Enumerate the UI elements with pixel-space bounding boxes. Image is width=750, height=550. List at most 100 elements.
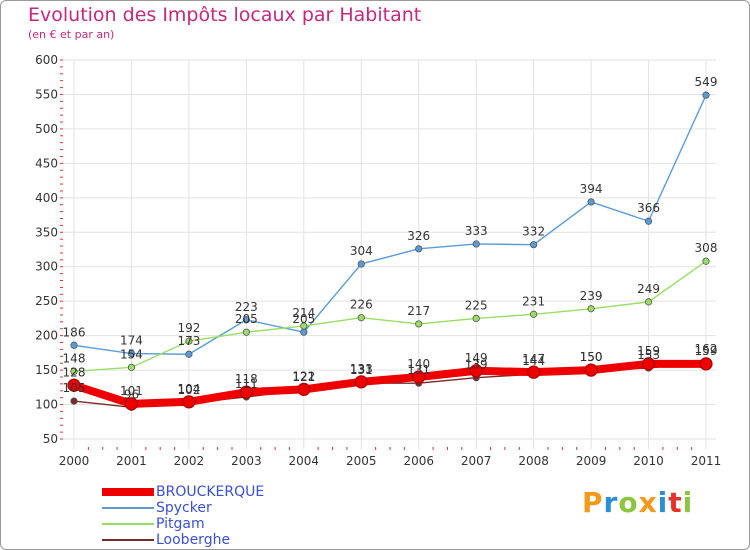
data-point-pitgam bbox=[185, 337, 193, 345]
x-tick-label: 2001 bbox=[116, 454, 147, 468]
data-label-brouckerque: 159 bbox=[637, 344, 660, 358]
data-label-brouckerque: 159 bbox=[695, 344, 718, 358]
chart-title: Evolution des Impôts locaux par Habitant bbox=[28, 4, 422, 26]
data-label-brouckerque: 147 bbox=[522, 352, 545, 366]
data-label-looberghe: 105 bbox=[63, 381, 86, 395]
data-label-pitgam: 231 bbox=[522, 294, 545, 308]
y-tick-label: 500 bbox=[35, 122, 58, 136]
data-label-looberghe: 144 bbox=[522, 354, 545, 368]
series-line-pitgam bbox=[73, 260, 707, 373]
data-label-spycker: 304 bbox=[350, 244, 373, 258]
data-point-spycker bbox=[702, 91, 710, 99]
x-tick-label: 2006 bbox=[403, 454, 434, 468]
data-label-looberghe: 139 bbox=[465, 358, 488, 372]
legend: BROUCKERQUE Spycker Pitgam Looberghe bbox=[102, 484, 264, 548]
logo-letter: i bbox=[682, 486, 694, 519]
x-tick-label: 2007 bbox=[461, 454, 492, 468]
data-label-spycker: 394 bbox=[580, 182, 603, 196]
data-label-brouckerque: 140 bbox=[407, 357, 430, 371]
y-tick-label: 400 bbox=[35, 191, 58, 205]
logo-letter: i bbox=[657, 486, 669, 519]
x-tick-label: 2002 bbox=[174, 454, 205, 468]
logo-letter: o bbox=[618, 486, 639, 519]
data-point-spycker bbox=[185, 350, 193, 358]
legend-label-spycker: Spycker bbox=[156, 500, 212, 516]
legend-label-brouckerque: BROUCKERQUE bbox=[156, 484, 265, 500]
data-label-spycker: 186 bbox=[63, 325, 86, 339]
legend-item-brouckerque: BROUCKERQUE bbox=[102, 484, 264, 500]
data-point-brouckerque bbox=[412, 370, 426, 384]
x-tick-label: 2011 bbox=[691, 454, 722, 468]
data-point-brouckerque bbox=[354, 375, 368, 389]
legend-swatch-pitgam bbox=[102, 523, 154, 525]
data-point-pitgam bbox=[587, 305, 595, 313]
data-label-looberghe: 111 bbox=[235, 377, 258, 391]
y-tick-label: 550 bbox=[35, 87, 58, 101]
logo-letter: P bbox=[582, 486, 604, 519]
data-point-spycker bbox=[70, 341, 78, 349]
data-label-spycker: 326 bbox=[407, 229, 430, 243]
x-tick-label: 2003 bbox=[231, 454, 262, 468]
data-label-spycker: 333 bbox=[465, 224, 488, 238]
data-point-brouckerque bbox=[641, 357, 656, 371]
y-tick-label: 600 bbox=[35, 53, 58, 67]
data-label-brouckerque: 149 bbox=[465, 351, 488, 365]
data-label-pitgam: 217 bbox=[407, 304, 430, 318]
data-label-spycker: 549 bbox=[695, 75, 718, 89]
data-point-brouckerque bbox=[699, 357, 713, 371]
legend-label-pitgam: Pitgam bbox=[156, 516, 205, 532]
legend-item-spycker: Spycker bbox=[102, 500, 264, 516]
x-tick-label: 2000 bbox=[59, 454, 90, 468]
logo-letter: x bbox=[638, 486, 658, 519]
data-point-spycker bbox=[644, 217, 653, 225]
y-tick-label: 200 bbox=[35, 329, 58, 343]
proxiti-logo: Proxiti bbox=[582, 486, 693, 519]
data-point-pitgam bbox=[472, 314, 480, 323]
data-point-pitgam bbox=[415, 320, 423, 328]
data-label-pitgam: 308 bbox=[695, 241, 718, 255]
y-tick-label: 300 bbox=[35, 260, 58, 274]
data-point-spycker bbox=[530, 241, 538, 249]
data-label-looberghe: 153 bbox=[637, 348, 660, 362]
data-point-spycker bbox=[300, 328, 308, 336]
data-point-spycker bbox=[127, 349, 136, 358]
data-label-spycker: 366 bbox=[637, 201, 660, 215]
legend-swatch-spycker bbox=[102, 507, 154, 509]
data-point-pitgam bbox=[530, 310, 538, 318]
data-label-looberghe: 121 bbox=[292, 370, 315, 384]
data-label-pitgam: 225 bbox=[465, 298, 488, 312]
data-point-brouckerque bbox=[527, 365, 541, 379]
data-label-spycker: 173 bbox=[177, 334, 200, 348]
legend-item-looberghe: Looberghe bbox=[102, 532, 264, 548]
data-label-looberghe: 131 bbox=[350, 363, 373, 377]
series-line-spycker bbox=[73, 94, 707, 355]
data-label-brouckerque: 133 bbox=[350, 362, 373, 376]
data-label-pitgam: 192 bbox=[177, 321, 200, 335]
data-label-brouckerque: 118 bbox=[235, 372, 258, 386]
series-line-brouckerque bbox=[70, 359, 710, 408]
data-label-looberghe: 162 bbox=[695, 342, 718, 356]
data-label-looberghe: 150 bbox=[580, 350, 603, 364]
x-tick-label: 2009 bbox=[576, 454, 607, 468]
data-label-pitgam: 205 bbox=[235, 312, 258, 326]
y-tick-label: 150 bbox=[35, 363, 58, 377]
chart-subtitle: (en € et par an) bbox=[28, 28, 115, 41]
data-point-pitgam bbox=[70, 367, 78, 376]
data-label-spycker: 174 bbox=[120, 334, 143, 348]
data-point-spycker bbox=[472, 240, 480, 248]
data-point-pitgam bbox=[300, 322, 308, 330]
legend-swatch-looberghe bbox=[102, 539, 154, 541]
data-label-brouckerque: 101 bbox=[120, 384, 143, 398]
data-label-pitgam: 214 bbox=[292, 306, 315, 320]
y-tick-label: 50 bbox=[43, 432, 58, 446]
logo-letter: r bbox=[603, 486, 619, 519]
data-label-spycker: 332 bbox=[522, 225, 545, 239]
data-label-pitgam: 239 bbox=[580, 289, 603, 303]
data-point-spycker bbox=[587, 198, 595, 206]
data-point-looberghe bbox=[70, 397, 78, 405]
data-point-brouckerque bbox=[584, 363, 598, 377]
data-label-brouckerque: 128 bbox=[63, 365, 86, 379]
data-label-looberghe: 131 bbox=[407, 363, 430, 377]
data-point-brouckerque bbox=[124, 397, 139, 411]
